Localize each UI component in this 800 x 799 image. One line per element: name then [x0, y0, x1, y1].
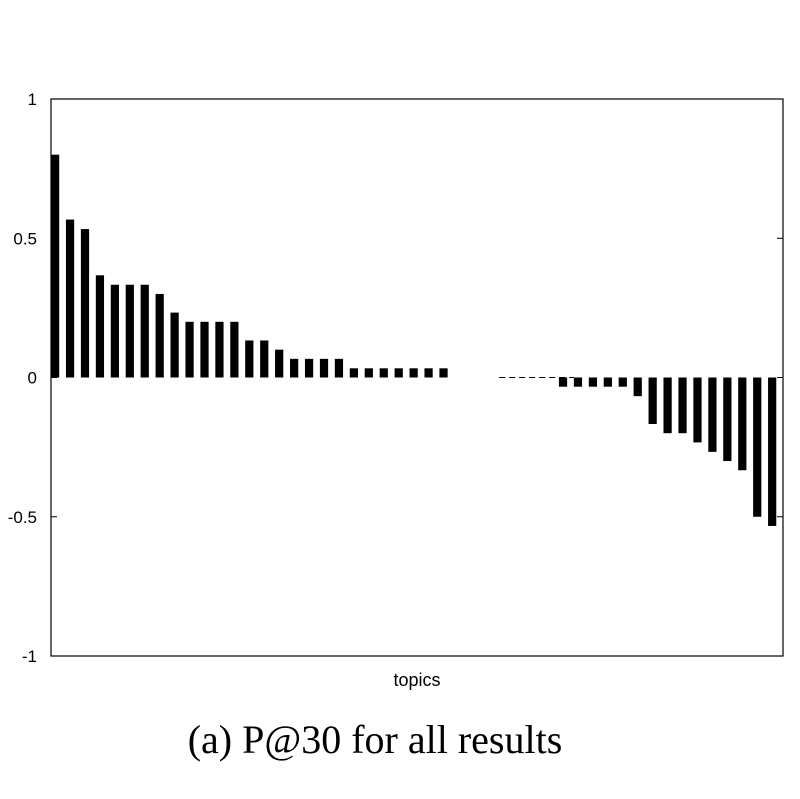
bar-topic-11 — [200, 321, 209, 378]
bar-topic-19 — [319, 358, 329, 378]
bar-topic-14 — [245, 340, 254, 378]
bar-topic-45 — [708, 377, 717, 452]
bars-layer — [51, 154, 777, 526]
bar-topic-10 — [185, 321, 194, 378]
x-axis-label: topics — [393, 670, 440, 690]
bar-topic-8 — [155, 293, 164, 378]
bar-topic-39 — [618, 377, 627, 387]
bar-topic-48 — [753, 377, 762, 517]
bar-topic-49 — [768, 377, 777, 526]
bar-topic-5 — [110, 284, 119, 378]
bar-topic-6 — [125, 284, 134, 378]
bar-topic-26 — [424, 368, 433, 378]
bar-topic-3 — [80, 229, 90, 378]
y-tick-label-3: -0.5 — [8, 508, 37, 527]
bar-topic-2 — [65, 219, 75, 378]
bar-topic-21 — [349, 368, 358, 378]
bar-topic-35 — [558, 377, 568, 387]
bar-topic-25 — [409, 368, 418, 378]
bar-topic-13 — [230, 321, 239, 378]
figure-caption: (a) P@30 for all results — [187, 717, 563, 762]
bar-topic-17 — [290, 358, 299, 378]
bar-topic-40 — [633, 377, 642, 397]
bar-topic-27 — [439, 368, 448, 378]
bar-topic-15 — [260, 340, 269, 378]
bar-topic-46 — [723, 377, 732, 462]
bar-topic-24 — [394, 368, 403, 378]
bar-topic-38 — [603, 377, 612, 387]
bar-topic-4 — [95, 275, 105, 378]
bar-topic-41 — [648, 377, 657, 425]
y-tick-label-4: -1 — [22, 647, 37, 666]
bar-topic-42 — [663, 377, 672, 434]
bar-topic-1 — [51, 154, 60, 378]
bar-chart: 1 0.5 0 -0.5 -1 topics — [8, 90, 784, 690]
bar-topic-18 — [304, 358, 314, 378]
bar-topic-44 — [693, 377, 702, 443]
bar-topic-37 — [588, 377, 598, 387]
bar-topic-7 — [140, 284, 149, 378]
bar-topic-43 — [678, 377, 687, 434]
bar-topic-16 — [275, 349, 284, 378]
bar-topic-36 — [573, 377, 583, 387]
ticks-layer — [51, 98, 783, 657]
bar-topic-47 — [738, 377, 747, 471]
bar-topic-23 — [379, 368, 388, 378]
y-tick-label-2: 0 — [28, 369, 37, 388]
bar-topic-12 — [215, 321, 224, 378]
y-tick-labels: 1 0.5 0 -0.5 -1 — [8, 90, 37, 666]
bar-topic-22 — [364, 368, 373, 378]
y-tick-label-1: 0.5 — [13, 229, 37, 248]
y-tick-label-0: 1 — [28, 90, 37, 109]
bar-topic-20 — [334, 358, 344, 378]
bar-topic-9 — [170, 312, 179, 378]
